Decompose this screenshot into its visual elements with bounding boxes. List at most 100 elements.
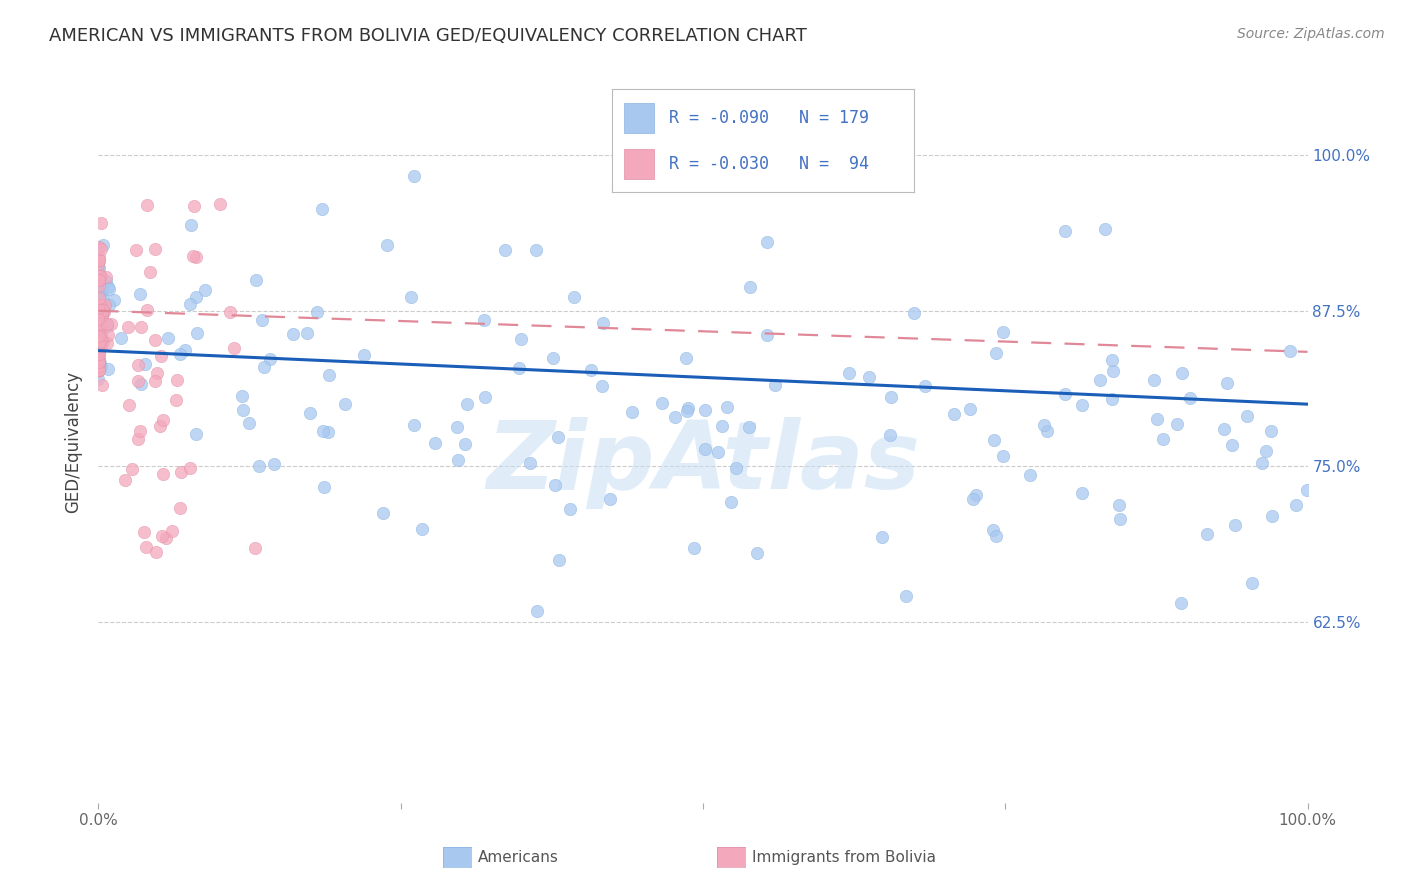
Point (90, 307, 112, 321)
Point (87, 352, 110, 367)
Point (316, 425, 339, 440)
Point (174, 343, 197, 358)
Point (193, 283, 215, 297)
Point (89, 331, 111, 345)
Point (94, 298, 117, 312)
Point (162, 524, 184, 538)
Point (676, 404, 699, 418)
Point (186, 290, 208, 304)
Point (763, 378, 786, 392)
Point (1101, 392, 1123, 407)
Point (165, 393, 187, 408)
Point (91, 289, 114, 303)
Point (135, 302, 157, 317)
Point (90, 280, 112, 294)
Point (232, 403, 254, 417)
Point (581, 362, 603, 376)
Point (149, 418, 172, 433)
Point (664, 409, 686, 424)
Point (91, 335, 114, 350)
Point (519, 456, 541, 470)
Point (87, 327, 110, 342)
Point (87, 325, 110, 339)
Point (720, 495, 742, 509)
Point (1195, 527, 1218, 541)
Point (87, 346, 110, 360)
Point (558, 501, 581, 516)
Point (87, 290, 110, 304)
Point (456, 397, 478, 411)
Point (90, 298, 112, 312)
Point (100, 317, 122, 331)
Point (89, 298, 111, 312)
Point (91, 238, 114, 252)
Point (87, 303, 110, 318)
Point (180, 218, 202, 232)
Point (231, 388, 253, 402)
Point (494, 243, 516, 257)
Point (981, 523, 1004, 537)
Point (423, 436, 446, 450)
Point (208, 197, 231, 211)
Point (1146, 412, 1168, 426)
Point (143, 333, 166, 347)
Point (89, 316, 111, 330)
Point (1251, 456, 1274, 470)
Point (145, 545, 167, 559)
Point (143, 242, 166, 256)
Point (181, 249, 204, 263)
Point (135, 540, 157, 554)
Point (94, 275, 117, 289)
Point (90, 307, 112, 321)
Text: Americans: Americans (478, 850, 560, 864)
Point (90, 277, 112, 292)
Point (87, 329, 110, 343)
Point (311, 202, 333, 216)
Point (1256, 444, 1278, 458)
Point (1088, 373, 1111, 387)
Point (983, 433, 1005, 447)
Point (127, 433, 149, 447)
Point (253, 359, 276, 374)
Point (711, 418, 734, 433)
Point (127, 374, 149, 388)
Point (152, 467, 174, 482)
Y-axis label: GED/Equivalency: GED/Equivalency (65, 370, 83, 513)
Point (114, 473, 136, 487)
Point (738, 280, 761, 294)
Point (453, 437, 475, 451)
Point (155, 532, 177, 546)
Point (110, 331, 132, 345)
Point (98, 298, 121, 312)
Point (96, 318, 118, 333)
Point (131, 376, 153, 391)
Point (333, 397, 356, 411)
Point (89, 289, 111, 303)
Text: AMERICAN VS IMMIGRANTS FROM BOLIVIA GED/EQUIVALENCY CORRELATION CHART: AMERICAN VS IMMIGRANTS FROM BOLIVIA GED/… (49, 27, 807, 45)
Point (87, 329, 110, 343)
Point (89, 301, 111, 316)
Point (959, 402, 981, 417)
Point (962, 491, 984, 506)
Point (1241, 576, 1264, 591)
Point (544, 478, 567, 492)
Point (89, 331, 111, 345)
Point (1101, 352, 1123, 367)
Point (562, 290, 585, 304)
Point (1260, 425, 1282, 439)
Text: Source: ZipAtlas.com: Source: ZipAtlas.com (1237, 27, 1385, 41)
Point (184, 427, 207, 442)
Point (87, 359, 110, 374)
Point (447, 452, 470, 467)
Point (1071, 398, 1094, 412)
Point (1279, 344, 1302, 359)
Point (1143, 373, 1166, 387)
Point (121, 462, 143, 476)
Point (89, 328, 111, 343)
Point (259, 351, 281, 366)
Point (1152, 432, 1174, 446)
Point (547, 553, 569, 567)
Point (138, 265, 160, 279)
Point (152, 413, 174, 427)
Point (373, 506, 395, 520)
